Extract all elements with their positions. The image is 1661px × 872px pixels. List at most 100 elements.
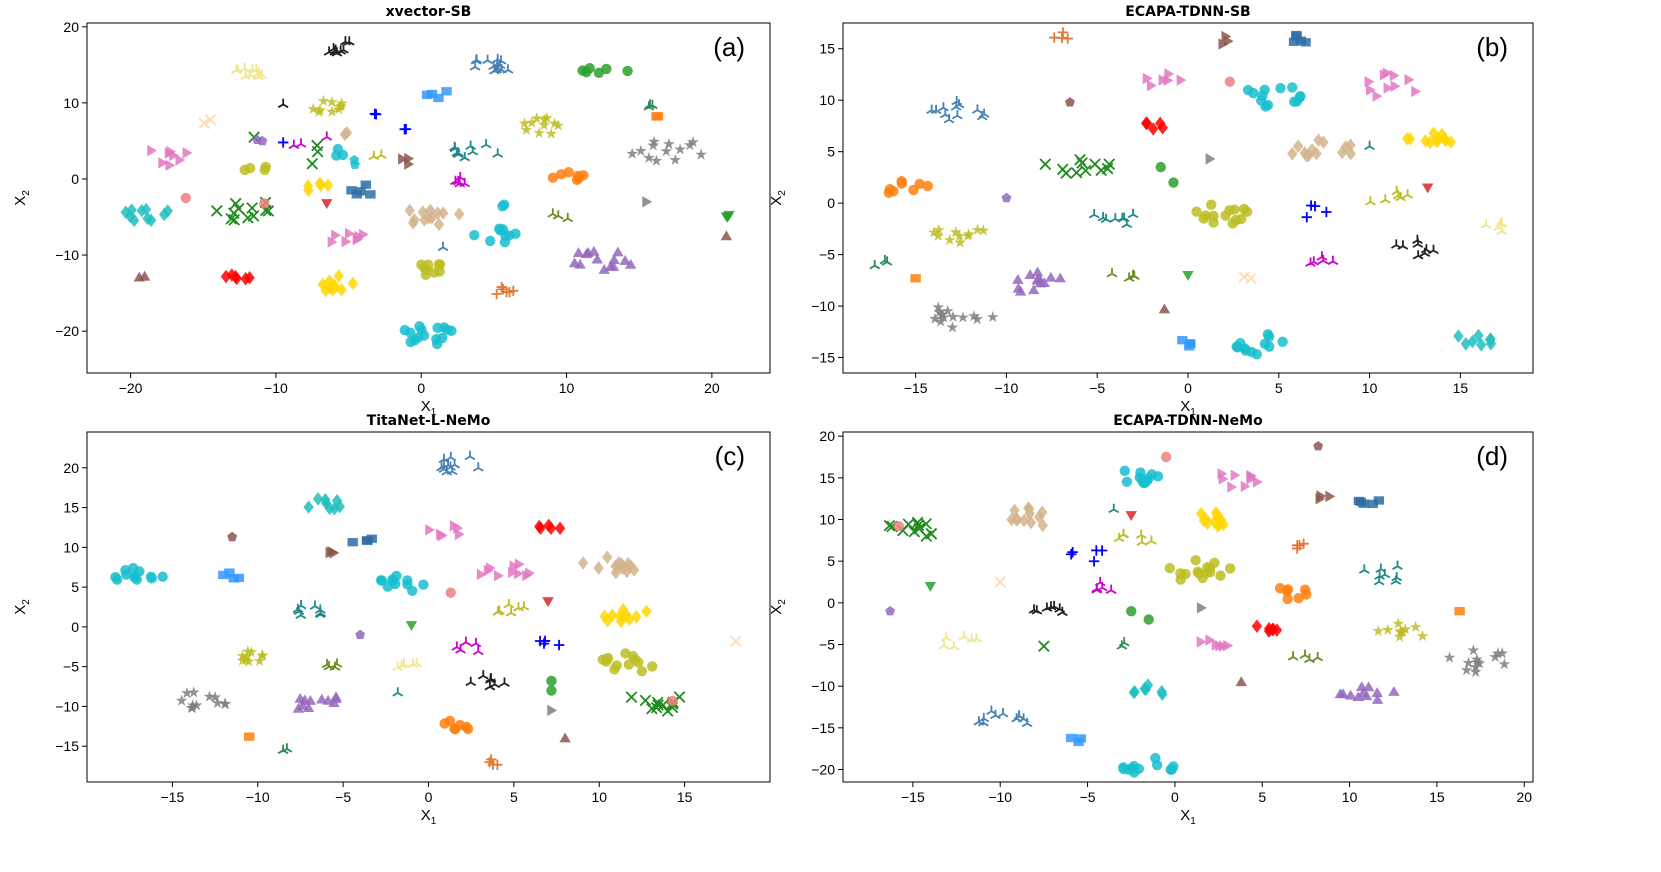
plot-frame xyxy=(86,22,771,374)
y-axis-label-sub: 2 xyxy=(777,190,788,196)
data-point xyxy=(644,99,656,109)
cluster xyxy=(542,597,554,608)
data-point xyxy=(520,123,533,135)
cluster xyxy=(392,657,422,671)
data-point xyxy=(325,105,338,117)
data-point xyxy=(465,140,477,150)
data-point xyxy=(932,223,945,236)
data-point xyxy=(1325,490,1336,503)
cluster xyxy=(469,223,521,248)
data-point xyxy=(538,638,550,649)
data-point xyxy=(256,649,268,661)
data-point xyxy=(472,462,484,472)
cluster xyxy=(1049,27,1073,44)
data-point xyxy=(1420,134,1431,148)
cluster xyxy=(1065,545,1108,567)
data-point xyxy=(1205,634,1216,646)
cluster xyxy=(302,176,334,198)
cluster xyxy=(292,691,342,713)
data-point xyxy=(327,236,338,248)
data-point xyxy=(360,180,371,189)
data-point xyxy=(1292,543,1303,554)
x-axis-label-sub: 1 xyxy=(1190,407,1196,418)
data-point xyxy=(922,180,933,192)
data-point xyxy=(485,562,496,574)
data-point xyxy=(617,561,629,576)
data-point xyxy=(1062,33,1073,44)
data-point xyxy=(647,661,658,672)
data-point xyxy=(1248,87,1259,99)
data-point xyxy=(1336,145,1348,160)
cluster xyxy=(1301,200,1332,223)
cluster xyxy=(1006,501,1048,533)
data-point xyxy=(1097,211,1109,222)
data-point xyxy=(1147,122,1159,136)
data-point xyxy=(940,631,952,642)
data-point xyxy=(1117,528,1129,539)
data-point xyxy=(404,203,415,218)
cluster xyxy=(926,95,990,124)
x-tick-label: 10 xyxy=(1362,380,1378,396)
data-point xyxy=(462,723,474,735)
data-point xyxy=(1014,285,1027,296)
data-point xyxy=(416,324,427,335)
data-point xyxy=(434,266,445,277)
data-point xyxy=(869,259,881,270)
data-point xyxy=(650,701,663,714)
data-point xyxy=(1168,177,1179,188)
data-point xyxy=(1215,570,1226,581)
data-point xyxy=(1315,493,1326,505)
x-axis-label-main: X xyxy=(1180,398,1190,415)
data-point xyxy=(110,572,121,583)
panel-title: TitaNet-L-NeMo xyxy=(367,413,491,429)
data-point xyxy=(543,518,554,533)
data-point xyxy=(1246,469,1257,482)
data-point xyxy=(624,258,637,269)
data-point xyxy=(219,697,232,709)
data-point xyxy=(496,281,507,293)
data-point xyxy=(896,176,907,187)
data-point xyxy=(503,230,515,241)
x-tick-label: 15 xyxy=(1453,380,1469,396)
data-point xyxy=(1118,763,1129,775)
data-point xyxy=(1454,607,1465,616)
data-point xyxy=(228,574,239,583)
data-point xyxy=(1236,213,1247,225)
y-tick-label: 15 xyxy=(63,500,79,516)
data-point xyxy=(128,213,140,228)
data-point xyxy=(1175,574,1186,585)
cluster xyxy=(339,126,353,142)
data-point xyxy=(1373,496,1385,505)
cluster xyxy=(1291,538,1309,554)
data-point xyxy=(642,196,653,208)
data-point xyxy=(1245,272,1258,285)
cluster xyxy=(1182,271,1194,281)
data-point xyxy=(1125,511,1137,522)
cluster xyxy=(928,223,990,248)
panel-title: ECAPA-TDNN-SB xyxy=(1125,4,1250,20)
data-point xyxy=(425,203,436,218)
data-point xyxy=(485,672,497,683)
data-point xyxy=(460,636,472,646)
data-point xyxy=(588,245,600,256)
data-point xyxy=(608,254,620,264)
data-point xyxy=(1143,614,1154,625)
data-point xyxy=(340,36,351,46)
data-point xyxy=(599,609,610,624)
data-point xyxy=(1096,545,1108,556)
data-point xyxy=(1025,515,1037,530)
data-point xyxy=(641,604,652,619)
data-point xyxy=(545,127,558,139)
data-point xyxy=(1129,685,1140,699)
y-axis-label-main: X xyxy=(768,196,785,206)
cluster xyxy=(1358,560,1403,586)
data-point xyxy=(1198,213,1209,224)
cluster xyxy=(1118,752,1179,778)
data-point xyxy=(602,652,614,664)
data-point xyxy=(227,531,238,542)
data-point xyxy=(147,144,158,157)
data-point xyxy=(120,565,131,576)
data-point xyxy=(1155,161,1166,173)
cluster xyxy=(720,230,733,241)
data-point xyxy=(1263,331,1275,343)
